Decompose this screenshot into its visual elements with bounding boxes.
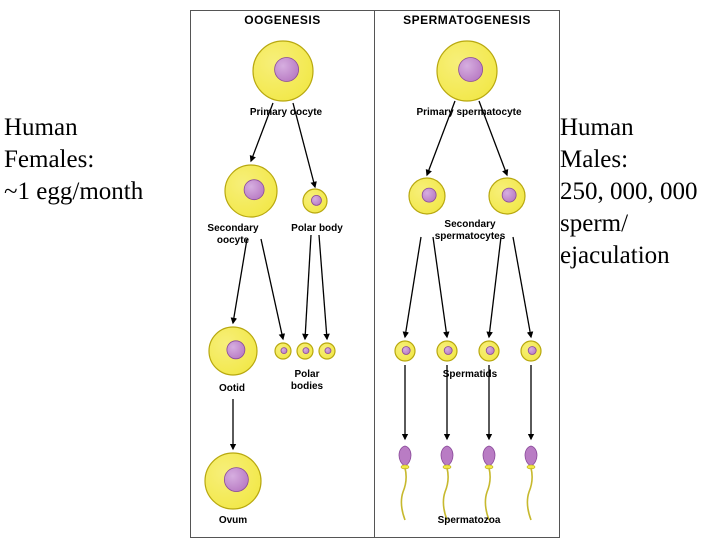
primarySpermatocyte-label: Primary spermatocyte (409, 107, 529, 119)
primary-spermatocyte-cell (437, 41, 497, 101)
left-annotation: Human Females: ~1 egg/month (4, 112, 143, 208)
secondary-oocyte-cell (225, 165, 277, 217)
spermatozoa-label: Spermatozoa (429, 515, 509, 527)
right-line-4: sperm/ (560, 208, 698, 240)
arrow (305, 235, 311, 339)
left-line-1: Human (4, 112, 143, 144)
right-annotation: Human Males: 250, 000, 000 sperm/ ejacul… (560, 112, 698, 272)
oogenesis-canvas (191, 11, 374, 537)
polar-body-small-1 (297, 343, 313, 359)
primary-oocyte-cell (253, 41, 313, 101)
spermatogenesis-column: SPERMATOGENESIS Primary spermatocyteSeco… (375, 11, 559, 537)
polar-body-small-2 (319, 343, 335, 359)
right-line-5: ejaculation (560, 240, 698, 272)
spermatozoon-1 (441, 446, 453, 520)
oogenesis-column: OOGENESIS Primary oocyteSecondary oocyte… (191, 11, 375, 537)
polarBodies-label: Polar bodies (279, 369, 335, 392)
left-line-3: ~1 egg/month (4, 176, 143, 208)
spermatid-2 (479, 341, 499, 361)
arrow (233, 239, 247, 323)
spermatid-0 (395, 341, 415, 361)
polar-body-small-0 (275, 343, 291, 359)
ovum-cell (205, 453, 261, 509)
arrow (261, 239, 283, 339)
ootid-label: Ootid (207, 383, 257, 395)
spermatozoon-2 (483, 446, 495, 520)
polarBody-label: Polar body (285, 223, 349, 235)
left-line-2: Females: (4, 144, 143, 176)
arrow (433, 237, 447, 337)
spermatozoon-3 (525, 446, 537, 520)
arrow (489, 237, 501, 337)
spermatogenesis-canvas (375, 11, 559, 537)
ootid-cell (209, 327, 257, 375)
right-line-3: 250, 000, 000 (560, 176, 698, 208)
secondary-spermatocyte-1 (489, 178, 525, 214)
secondaryOocyte-label: Secondary oocyte (195, 223, 271, 246)
right-line-2: Males: (560, 144, 698, 176)
right-line-1: Human (560, 112, 698, 144)
spermatids-label: Spermatids (435, 369, 505, 381)
primaryOocyte-label: Primary oocyte (241, 107, 331, 119)
arrow (405, 237, 421, 337)
spermatid-1 (437, 341, 457, 361)
ovum-label: Ovum (203, 515, 263, 527)
arrow (513, 237, 531, 337)
secondarySpermatocytes-label: Secondary spermatocytes (421, 219, 519, 242)
polar-body-cell (303, 189, 327, 213)
gametogenesis-diagram: OOGENESIS Primary oocyteSecondary oocyte… (190, 10, 560, 538)
spermatid-3 (521, 341, 541, 361)
arrow (319, 235, 327, 339)
secondary-spermatocyte-0 (409, 178, 445, 214)
spermatozoon-0 (399, 446, 411, 520)
